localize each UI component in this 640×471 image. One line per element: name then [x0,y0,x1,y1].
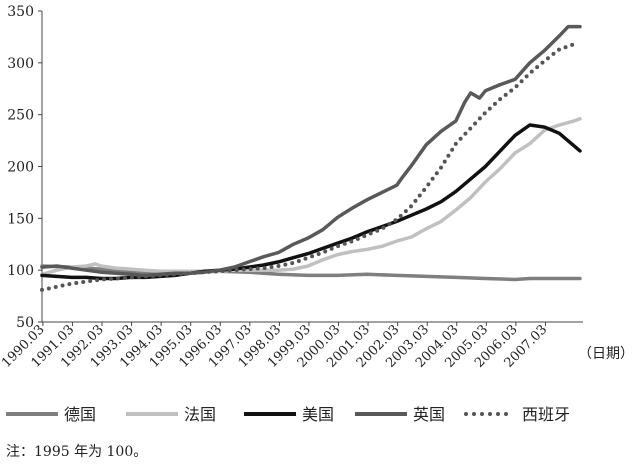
legend-label-1: 法国 [184,405,216,424]
series-line-1 [40,117,582,277]
y-tick-label: 350 [7,4,34,20]
series-line-3 [40,24,582,278]
y-tick-label: 100 [7,263,34,279]
legend-label-4: 西班牙 [522,405,570,424]
legend-label-0: 德国 [64,405,96,424]
x-tick-labels: 1990.031991.031992.031993.031994.031995.… [0,322,550,371]
legend-label-3: 英国 [413,405,445,424]
x-axis-label: （日期） [578,346,634,362]
y-tick-label: 150 [7,211,34,227]
legend: 德国 法国 美国 英国 西班牙 [6,405,570,424]
y-tick-labels: 50 100 150 200 250 300 350 [7,4,34,331]
series-line-4 [40,42,577,292]
series-lines [40,24,582,292]
y-tick-label: 250 [7,108,34,124]
chart-note: 注：1995 年为 100。 [6,444,147,460]
y-tick-label: 50 [16,315,34,331]
y-tick-label: 300 [7,56,34,72]
y-tick-label: 200 [7,160,34,176]
axes [38,10,583,326]
legend-label-2: 美国 [302,405,334,424]
